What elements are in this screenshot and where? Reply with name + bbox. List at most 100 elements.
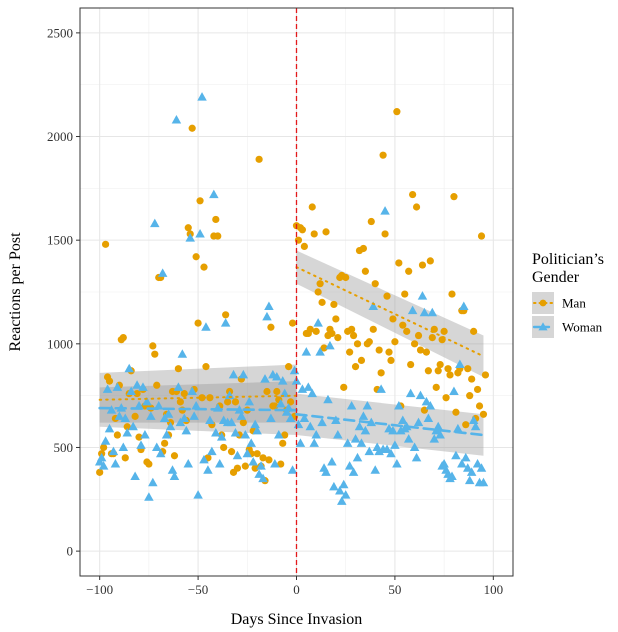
data-point <box>188 124 196 132</box>
data-point <box>417 291 428 300</box>
data-point <box>342 438 353 447</box>
data-point <box>128 421 138 431</box>
trend-line <box>295 266 485 358</box>
y-axis: 0 500 1000 1500 2000 2500 <box>47 25 80 559</box>
y-axis-title: Reactions per Post <box>7 232 24 352</box>
data-point <box>353 340 362 348</box>
data-point <box>171 114 182 124</box>
data-point <box>451 450 461 460</box>
data-point <box>395 259 403 267</box>
data-point <box>444 365 452 373</box>
data-point <box>214 232 222 240</box>
data-point <box>472 459 483 468</box>
data-point <box>230 427 241 437</box>
data-point <box>180 389 188 398</box>
data-point <box>251 464 259 472</box>
data-point <box>299 413 310 422</box>
data-point <box>262 311 272 321</box>
data-point <box>446 371 454 379</box>
data-point <box>270 459 280 468</box>
data-point <box>216 432 227 441</box>
data-point <box>281 431 289 439</box>
data-points <box>94 92 490 505</box>
y-tick-label: 0 <box>67 544 74 559</box>
data-point <box>352 452 363 462</box>
data-point <box>255 155 263 163</box>
x-axis: −100 −50 0 50 100 <box>86 576 503 597</box>
data-point <box>161 430 172 439</box>
data-point <box>102 384 113 393</box>
data-point <box>138 382 148 391</box>
data-point <box>193 490 203 499</box>
data-point <box>312 327 320 335</box>
data-point <box>303 382 314 391</box>
x-tick-label: −50 <box>188 582 208 597</box>
data-point <box>407 305 418 315</box>
data-point <box>434 367 442 375</box>
data-point <box>250 419 260 429</box>
x-tick-label: −100 <box>86 582 113 597</box>
data-point <box>176 398 184 406</box>
data-point <box>433 421 443 431</box>
data-point <box>407 360 415 369</box>
data-point <box>409 442 420 451</box>
data-point <box>165 421 176 431</box>
data-point <box>110 459 121 468</box>
data-point <box>424 367 432 375</box>
data-point <box>330 300 338 309</box>
data-point <box>377 369 385 377</box>
data-point <box>435 430 445 439</box>
data-point <box>349 331 358 340</box>
data-point <box>157 268 168 277</box>
data-point <box>145 460 153 468</box>
data-point <box>340 490 351 499</box>
x-tick-label: 0 <box>293 582 300 597</box>
data-point <box>387 356 395 365</box>
data-point <box>306 325 314 333</box>
data-point <box>362 401 373 410</box>
data-point <box>169 471 180 480</box>
data-point <box>295 438 306 447</box>
legend-label: Woman <box>562 320 603 335</box>
data-point <box>174 365 183 373</box>
data-point <box>466 467 477 476</box>
data-point <box>392 459 402 468</box>
data-point <box>232 450 243 460</box>
data-point <box>340 383 348 391</box>
data-point <box>351 363 360 371</box>
data-point <box>413 417 424 427</box>
legend-key-marker <box>538 322 548 331</box>
data-point <box>332 315 340 323</box>
data-point <box>481 371 490 379</box>
data-point <box>167 465 178 474</box>
data-point <box>305 421 316 431</box>
data-point <box>100 436 111 445</box>
data-point <box>214 459 225 468</box>
data-point <box>398 415 408 425</box>
x-tick-label: 50 <box>388 582 401 597</box>
data-point <box>385 348 393 356</box>
data-point <box>133 389 141 398</box>
data-point <box>114 411 125 420</box>
data-point <box>113 431 121 439</box>
data-point <box>459 301 469 311</box>
data-point <box>393 108 401 116</box>
data-point <box>439 459 449 468</box>
plot-panel <box>79 7 514 577</box>
data-point <box>179 413 190 422</box>
data-point <box>220 318 231 327</box>
data-point <box>100 443 108 452</box>
data-point <box>222 311 230 319</box>
data-point <box>239 418 247 427</box>
data-point <box>313 318 323 327</box>
data-point <box>220 443 228 452</box>
data-point <box>197 92 207 101</box>
data-point <box>96 468 104 476</box>
data-point <box>194 319 202 327</box>
data-point <box>391 338 399 346</box>
data-point <box>442 394 450 402</box>
data-point <box>205 415 215 425</box>
data-point <box>328 329 336 338</box>
data-point <box>325 340 335 350</box>
data-point <box>130 471 140 480</box>
